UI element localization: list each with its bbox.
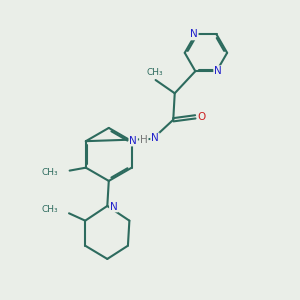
Text: N: N [129,136,137,146]
Text: CH₃: CH₃ [42,168,58,177]
Text: H: H [140,135,148,146]
Text: N: N [110,202,118,212]
Text: N: N [190,29,198,40]
Text: N: N [151,133,159,143]
Text: CH₃: CH₃ [41,205,58,214]
Text: O: O [198,112,206,122]
Text: N: N [214,66,222,76]
Text: CH₃: CH₃ [147,68,163,77]
